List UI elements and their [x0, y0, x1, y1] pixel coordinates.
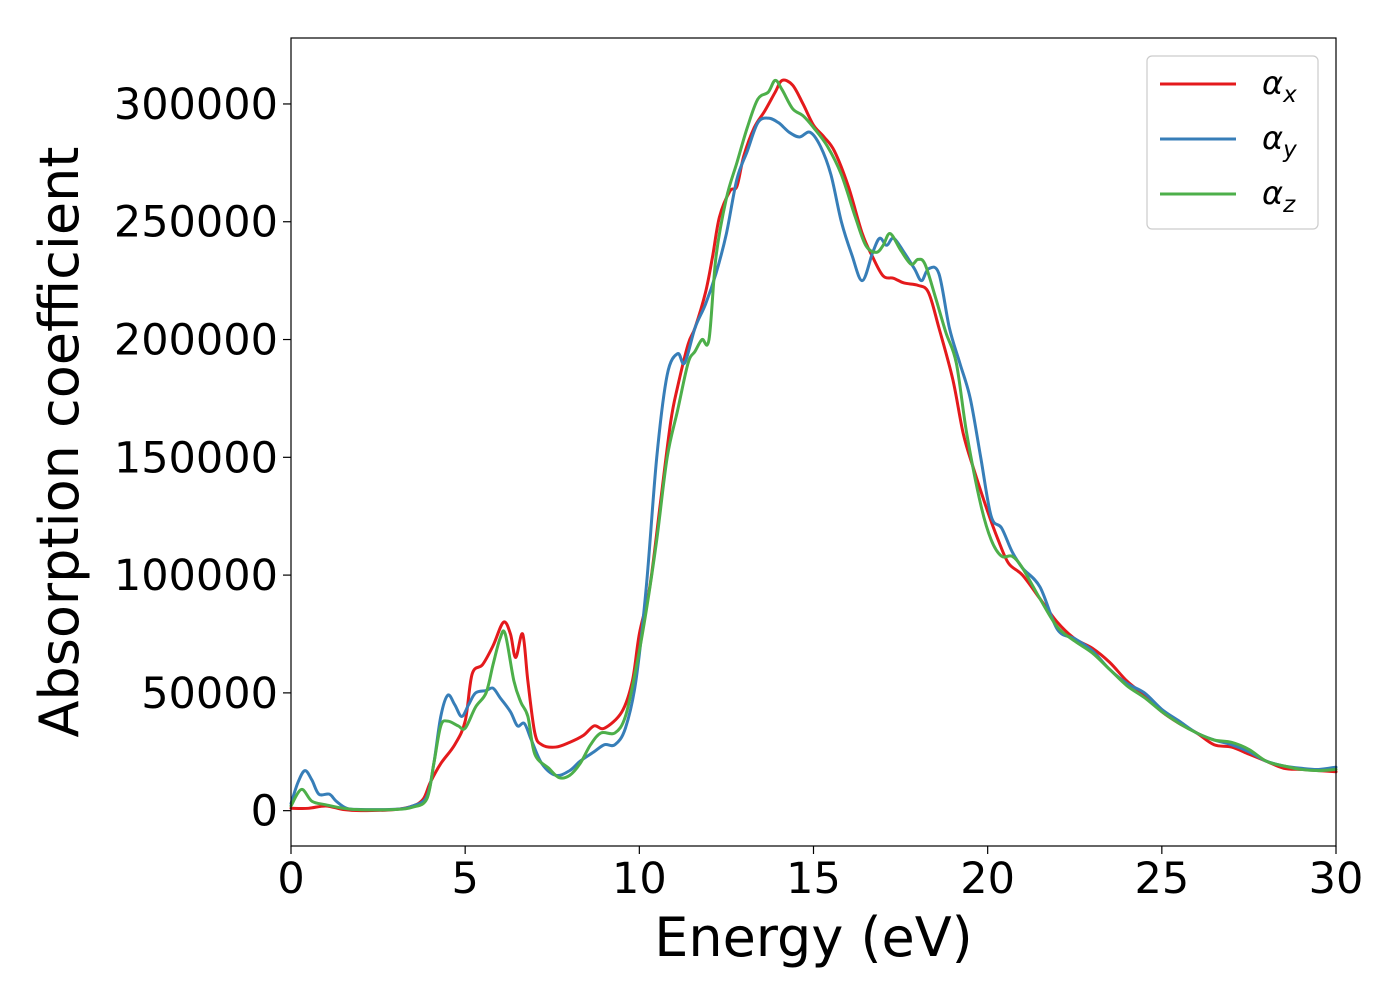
- y-tick-label: 150000: [114, 433, 278, 483]
- x-tick-label: 0: [277, 854, 304, 904]
- x-tick-label: 15: [786, 854, 841, 904]
- legend-label-x: αx: [1262, 64, 1297, 108]
- y-tick-label: 200000: [114, 316, 278, 366]
- y-tick-label: 250000: [114, 198, 278, 248]
- y-tick-label: 50000: [141, 669, 278, 719]
- legend: αx αy αz: [1146, 55, 1319, 230]
- x-tick-label: 5: [451, 854, 478, 904]
- x-tick-label: 25: [1134, 854, 1189, 904]
- y-axis-label: Absorption coefficient: [28, 147, 91, 738]
- x-tick-label: 10: [612, 854, 667, 904]
- x-tick-label: 30: [1309, 854, 1364, 904]
- x-axis: 0 5 10 15 20 25 30: [277, 846, 1363, 904]
- y-tick-label: 0: [251, 787, 278, 837]
- legend-label-z: αz: [1262, 174, 1296, 218]
- y-axis: 0 50000 100000 150000 200000 250000 300000: [114, 80, 291, 837]
- y-tick-label: 100000: [114, 551, 278, 601]
- x-tick-label: 20: [960, 854, 1015, 904]
- series-layer: [289, 78, 1338, 813]
- legend-label-y: αy: [1262, 119, 1297, 163]
- y-tick-label: 300000: [114, 80, 278, 130]
- x-axis-label: Energy (eV): [654, 906, 973, 969]
- series-line-z: [289, 78, 1338, 812]
- legend-box: [1146, 55, 1319, 230]
